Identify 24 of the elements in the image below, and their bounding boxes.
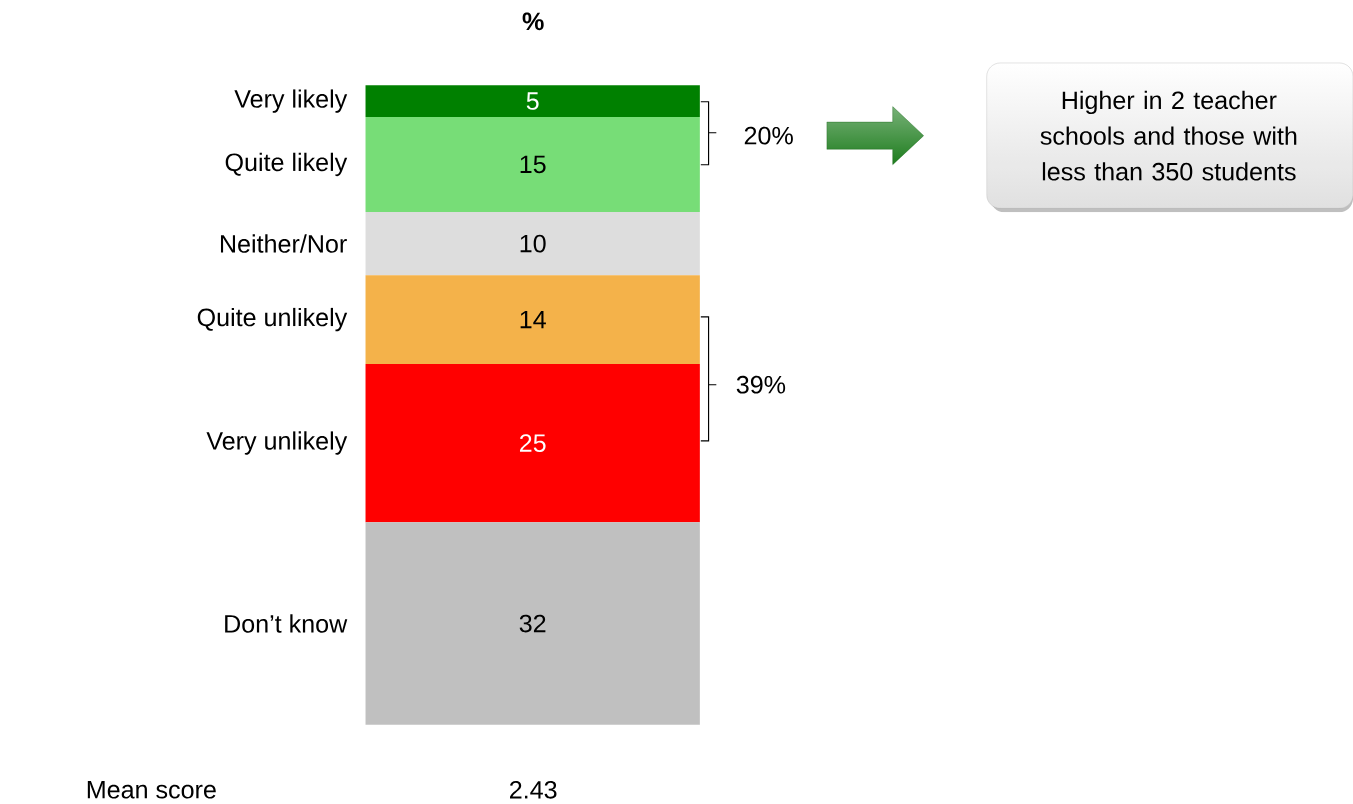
series-label: Quite unlikely [197, 307, 348, 332]
data-label: 25 [519, 434, 546, 452]
data-label: 10 [520, 234, 546, 253]
text: 39% [736, 375, 786, 394]
bar [365, 85, 700, 117]
bar [365, 116, 700, 212]
text: Mean score [87, 780, 216, 799]
bar [365, 275, 700, 364]
text: Higher in 2 teacher schools and those with less than 350 students [1040, 90, 1297, 181]
series-label: Neither/Nor [220, 234, 347, 253]
series-label: Don’t know [225, 614, 348, 633]
bar [365, 522, 700, 725]
chart-title: % [522, 12, 544, 30]
series-label: Very unlikely [206, 431, 348, 455]
data-label: 32 [519, 614, 546, 633]
data-label: 5 [526, 92, 539, 110]
data-label: 15 [520, 155, 546, 174]
series-label: Very likely [234, 89, 348, 113]
text: 20% [744, 126, 793, 145]
bar [365, 211, 700, 276]
data-label: 14 [520, 310, 546, 329]
series-label: Quite likely [225, 152, 348, 176]
bar [365, 363, 700, 523]
text: 2.43 [510, 780, 557, 799]
